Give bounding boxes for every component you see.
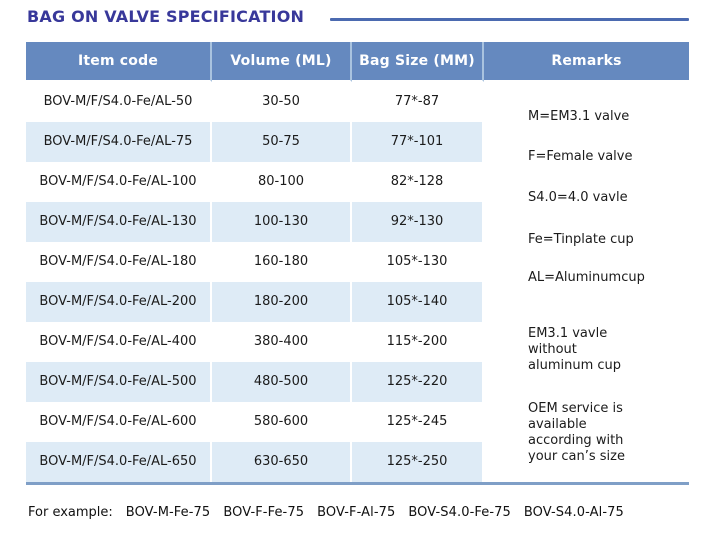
volume-cell: 380-400 <box>212 322 352 362</box>
page-title: BAG ON VALVE SPECIFICATION <box>27 7 305 26</box>
volume-cell: 80-100 <box>212 162 352 202</box>
volume-cell: 100-130 <box>212 202 352 242</box>
example-label: For example: <box>28 505 113 520</box>
item-code-cell: BOV-M/F/S4.0-Fe/AL-180 <box>26 242 212 282</box>
bag-size-cell: 92*-130 <box>352 202 484 242</box>
volume-cell: 480-500 <box>212 362 352 402</box>
example-code: BOV-S4.0-Al-75 <box>523 505 624 520</box>
example-code: BOV-F-Al-75 <box>317 505 396 520</box>
remark-al-cup: AL=Aluminumcup <box>528 270 645 285</box>
bag-size-cell: 115*-200 <box>352 322 484 362</box>
bag-size-cell: 82*-128 <box>352 162 484 202</box>
volume-cell: 50-75 <box>212 122 352 162</box>
column-header-remarks: Remarks <box>484 42 689 82</box>
remarks-cell: M=EM3.1 valve F=Female valve S4.0=4.0 va… <box>484 82 689 482</box>
bag-on-valve-spec-table: Item code Volume (ML) Bag Size (MM) Rema… <box>26 42 689 485</box>
remark-m-valve: M=EM3.1 valve <box>528 109 630 124</box>
item-code-cell: BOV-M/F/S4.0-Fe/AL-50 <box>26 82 212 122</box>
title-underline-rule <box>330 18 689 21</box>
example-codes-row: For example: BOV-M-Fe-75 BOV-F-Fe-75 BOV… <box>28 505 624 520</box>
bag-size-cell: 77*-101 <box>352 122 484 162</box>
bag-size-cell: 105*-130 <box>352 242 484 282</box>
item-code-cell: BOV-M/F/S4.0-Fe/AL-600 <box>26 402 212 442</box>
example-code: BOV-F-Fe-75 <box>223 505 305 520</box>
item-code-cell: BOV-M/F/S4.0-Fe/AL-100 <box>26 162 212 202</box>
item-code-cell: BOV-M/F/S4.0-Fe/AL-75 <box>26 122 212 162</box>
example-code: BOV-M-Fe-75 <box>125 505 211 520</box>
column-header-volume: Volume (ML) <box>212 42 352 82</box>
title-row: BAG ON VALVE SPECIFICATION <box>27 7 689 26</box>
item-code-cell: BOV-M/F/S4.0-Fe/AL-500 <box>26 362 212 402</box>
volume-cell: 630-650 <box>212 442 352 482</box>
bag-size-cell: 125*-245 <box>352 402 484 442</box>
bag-size-cell: 125*-220 <box>352 362 484 402</box>
remark-f-valve: F=Female valve <box>528 149 633 164</box>
column-header-bag-size: Bag Size (MM) <box>352 42 484 82</box>
item-code-cell: BOV-M/F/S4.0-Fe/AL-400 <box>26 322 212 362</box>
remark-s40-valve: S4.0=4.0 vavle <box>528 190 628 205</box>
volume-cell: 30-50 <box>212 82 352 122</box>
bag-size-cell: 105*-140 <box>352 282 484 322</box>
item-code-cell: BOV-M/F/S4.0-Fe/AL-130 <box>26 202 212 242</box>
volume-cell: 180-200 <box>212 282 352 322</box>
remark-oem-service: OEM service is available according with … <box>528 401 625 464</box>
volume-cell: 160-180 <box>212 242 352 282</box>
example-code: BOV-S4.0-Fe-75 <box>408 505 511 520</box>
remark-em31-without-cup: EM3.1 vavle without aluminum cup <box>528 326 622 373</box>
item-code-cell: BOV-M/F/S4.0-Fe/AL-650 <box>26 442 212 482</box>
bag-size-cell: 77*-87 <box>352 82 484 122</box>
volume-cell: 580-600 <box>212 402 352 442</box>
bag-size-cell: 125*-250 <box>352 442 484 482</box>
remark-fe-cup: Fe=Tinplate cup <box>528 232 634 247</box>
column-header-item-code: Item code <box>26 42 212 82</box>
item-code-cell: BOV-M/F/S4.0-Fe/AL-200 <box>26 282 212 322</box>
